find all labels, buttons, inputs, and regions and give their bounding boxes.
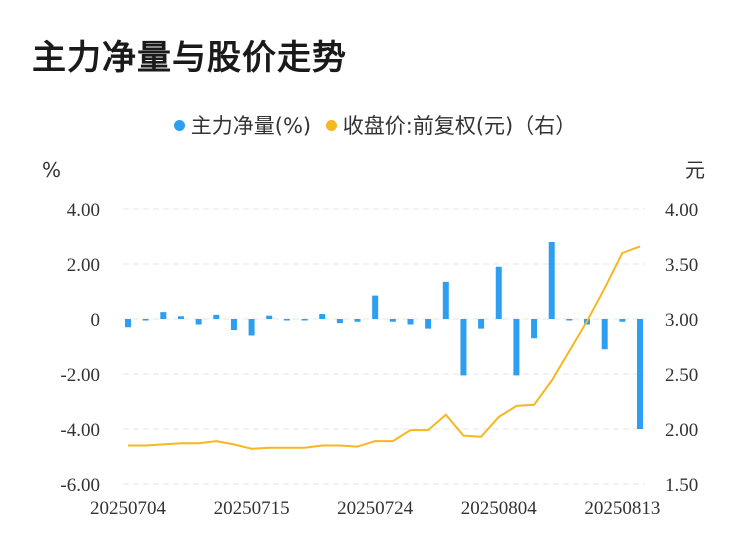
right-axis-unit: 元 [685, 158, 705, 182]
left-tick-label: 4.00 [67, 200, 100, 221]
bar-main-flow [125, 319, 131, 328]
bar-main-flow [195, 319, 202, 325]
bar-main-flow [566, 319, 573, 321]
bar-main-flow [283, 319, 290, 321]
x-tick-label: 20250724 [337, 498, 414, 519]
right-tick-label: 3.50 [665, 255, 698, 276]
legend-dot-blue [173, 119, 185, 131]
right-tick-label: 4.00 [665, 200, 698, 221]
bar-main-flow [372, 295, 379, 319]
bar-main-flow [266, 315, 273, 319]
x-tick-label: 20250715 [214, 498, 290, 519]
x-tick-label: 20250804 [461, 498, 538, 519]
bar-main-flow [301, 319, 308, 321]
bar-main-flow [425, 319, 432, 329]
bar-main-flow [601, 319, 608, 350]
bar-main-flow [354, 319, 361, 322]
bar-main-flow [495, 266, 502, 319]
bar-main-flow [248, 319, 255, 336]
legend-item-close-price[interactable]: 收盘价:前复权(元)（右） [325, 110, 577, 140]
bar-main-flow [336, 319, 343, 324]
x-tick-label: 20250813 [584, 498, 660, 519]
legend: 主力净量(%) 收盘价:前复权(元)（右） [0, 110, 750, 140]
bar-main-flow [619, 319, 626, 322]
x-tick-label: 20250704 [90, 498, 167, 519]
left-tick-label: -4.00 [60, 420, 100, 441]
bar-main-flow [478, 319, 485, 329]
bar-main-flow [513, 319, 520, 376]
left-tick-label: -2.00 [60, 365, 100, 386]
bar-main-flow [548, 242, 555, 319]
bar-main-flow [213, 314, 220, 319]
right-tick-label: 3.00 [665, 310, 698, 331]
bar-main-flow [407, 319, 414, 325]
left-axis-unit: % [42, 158, 61, 182]
bar-main-flow [319, 314, 326, 319]
bar-main-flow [160, 312, 167, 319]
line-close-price [128, 245, 641, 450]
bar-main-flow [230, 319, 237, 330]
legend-item-main-flow[interactable]: 主力净量(%) [173, 110, 312, 140]
legend-dot-orange [325, 119, 337, 131]
bar-main-flow [177, 316, 184, 319]
legend-label-close-price: 收盘价:前复权(元)（右） [342, 114, 577, 138]
legend-label-main-flow: 主力净量(%) [190, 114, 312, 138]
bar-main-flow [637, 319, 643, 429]
bar-main-flow [142, 319, 149, 321]
right-tick-label: 2.00 [665, 420, 698, 441]
bar-main-flow [389, 319, 396, 322]
bar-main-flow [442, 281, 449, 319]
left-tick-label: -6.00 [60, 475, 100, 496]
right-tick-label: 1.50 [665, 475, 698, 496]
bar-main-flow [460, 319, 467, 376]
bar-main-flow [531, 319, 538, 339]
chart-title: 主力净量与股价走势 [32, 38, 347, 78]
left-tick-label: 0 [91, 310, 101, 331]
right-tick-label: 2.50 [665, 365, 698, 386]
left-tick-label: 2.00 [67, 255, 100, 276]
